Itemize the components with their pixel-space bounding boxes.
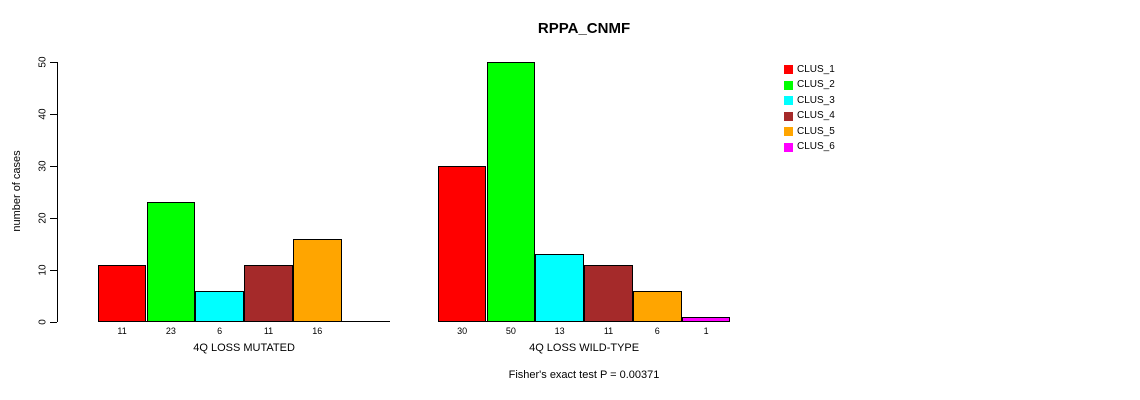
fisher-test-annotation: Fisher's exact test P = 0.00371 bbox=[508, 369, 660, 381]
bar-clus_5 bbox=[632, 291, 682, 322]
bar-clus_4 bbox=[244, 265, 293, 322]
y-axis-tick bbox=[50, 113, 57, 115]
y-axis-title: number of cases bbox=[11, 150, 23, 232]
legend-swatch-clus_6 bbox=[784, 142, 793, 152]
bar-value-label: 6 bbox=[654, 326, 660, 336]
bar-value-label: 11 bbox=[263, 326, 274, 336]
legend-swatch-clus_2 bbox=[784, 80, 793, 90]
y-axis-tick bbox=[50, 269, 57, 271]
legend-label: CLUS_3 bbox=[797, 94, 835, 106]
bar-clus_1 bbox=[437, 166, 487, 322]
bar-clus_2 bbox=[486, 62, 536, 322]
legend-label: CLUS_4 bbox=[797, 110, 835, 122]
bar-clus_6 bbox=[681, 317, 731, 322]
chart-title: RPPA_CNMF bbox=[537, 20, 631, 37]
bar-value-label: 13 bbox=[554, 326, 565, 336]
legend: CLUS_1 CLUS_2 CLUS_3 CLUS_4 CLUS_5 CLUS_6 bbox=[784, 62, 835, 155]
bar-value-label: 50 bbox=[505, 326, 516, 336]
legend-swatch-clus_3 bbox=[784, 96, 793, 106]
y-tick-label: 10 bbox=[37, 264, 49, 276]
bar-clus_2 bbox=[146, 202, 196, 322]
legend-swatch-clus_1 bbox=[784, 65, 793, 75]
legend-item-clus_1: CLUS_1 bbox=[784, 62, 835, 78]
bar-value-label: 30 bbox=[457, 326, 468, 336]
y-axis-line bbox=[57, 62, 58, 322]
y-tick-label: 40 bbox=[37, 108, 49, 120]
y-axis-tick bbox=[50, 165, 57, 167]
legend-item-clus_2: CLUS_2 bbox=[784, 78, 835, 94]
bar-clus_4 bbox=[584, 265, 633, 322]
legend-swatch-clus_4 bbox=[784, 111, 793, 121]
legend-item-clus_4: CLUS_4 bbox=[784, 109, 835, 125]
legend-item-clus_6: CLUS_6 bbox=[784, 140, 835, 156]
x-axis-label: 4Q LOSS MUTATED bbox=[193, 342, 295, 354]
y-axis-tick bbox=[50, 61, 57, 63]
legend-label: CLUS_2 bbox=[797, 79, 835, 91]
bar-value-label: 1 bbox=[703, 326, 709, 336]
legend-item-clus_3: CLUS_3 bbox=[784, 93, 835, 109]
legend-label: CLUS_5 bbox=[797, 125, 835, 137]
x-axis-label: 4Q LOSS WILD-TYPE bbox=[529, 342, 640, 354]
y-axis-tick bbox=[50, 321, 57, 323]
y-tick-label: 0 bbox=[37, 319, 49, 325]
legend-label: CLUS_6 bbox=[797, 141, 835, 153]
bar-clus_3 bbox=[535, 254, 585, 322]
bar-clus_3 bbox=[195, 291, 245, 322]
bar-clus_5 bbox=[292, 239, 342, 322]
bar-value-label: 23 bbox=[165, 326, 176, 336]
legend-swatch-clus_5 bbox=[784, 127, 793, 137]
legend-label: CLUS_1 bbox=[797, 63, 835, 75]
bar-value-label: 11 bbox=[117, 326, 127, 336]
y-tick-label: 30 bbox=[37, 160, 49, 172]
bar-value-label: 11 bbox=[603, 326, 614, 336]
legend-item-clus_5: CLUS_5 bbox=[784, 124, 835, 140]
bar-value-label: 16 bbox=[312, 326, 323, 336]
y-axis-tick bbox=[50, 217, 57, 219]
bar-value-label: 6 bbox=[217, 326, 223, 336]
y-tick-label: 20 bbox=[37, 212, 49, 224]
bar-clus_1 bbox=[97, 265, 147, 322]
y-tick-label: 50 bbox=[37, 56, 49, 68]
